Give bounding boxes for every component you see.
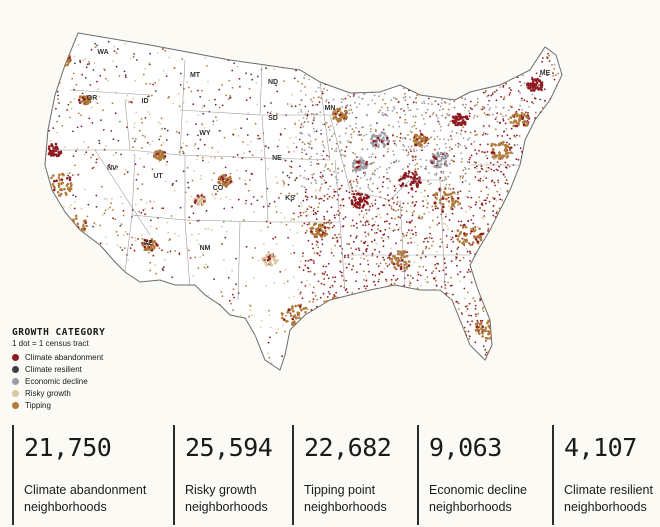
state-label-wy: WY	[199, 130, 211, 137]
legend-item-label: Tipping	[25, 400, 51, 410]
stat-value: 22,682	[304, 433, 392, 462]
us-dot-map: WA OR ID MT WY ND MN SD NE NV UT CO AZ NM KS ME	[44, 32, 563, 371]
stat-label-line2: neighborhoods	[24, 500, 107, 514]
stat-label: Tipping point neighborhoods	[304, 482, 416, 516]
legend-swatch	[12, 401, 19, 409]
stat-value: 4,107	[564, 433, 637, 462]
state-label-nm: NM	[200, 245, 211, 252]
stat-label-line2: neighborhoods	[304, 500, 387, 514]
legend-item-label: Climate resilient	[25, 364, 82, 374]
state-label-co: CO	[213, 185, 224, 192]
legend-item-climate-abandonment: Climate abandonment	[12, 351, 105, 363]
state-label-mn: MN	[325, 105, 336, 112]
stat-label-line2: neighborhoods	[429, 500, 512, 514]
stat-value: 25,594	[185, 433, 273, 462]
legend-item-label: Risky growth	[25, 388, 71, 398]
legend-item-label: Economic decline	[25, 376, 88, 386]
stat-climate-abandonment: 21,750 Climate abandonment neighborhoods	[12, 425, 172, 525]
state-label-me: ME	[540, 70, 551, 77]
legend-item-risky-growth: Risky growth	[12, 387, 105, 399]
legend-subtitle: 1 dot = 1 census tract	[12, 339, 89, 348]
stat-label-line2: neighborhoods	[185, 500, 268, 514]
state-label-nd: ND	[268, 79, 278, 86]
stat-label: Climate abandonment neighborhoods	[24, 482, 172, 516]
legend-item-label: Climate abandonment	[25, 352, 104, 362]
stat-label-line1: Risky growth	[185, 483, 257, 497]
legend-swatch	[12, 389, 19, 397]
state-label-az: AZ	[143, 240, 153, 247]
state-label-wa: WA	[97, 49, 108, 56]
stat-label-line1: Climate abandonment	[24, 483, 147, 497]
state-label-nv: NV	[107, 165, 117, 172]
stat-label-line1: Economic decline	[429, 483, 527, 497]
stat-label: Climate resilient neighborhoods	[564, 482, 658, 516]
legend-swatch	[12, 365, 19, 373]
state-label-ut: UT	[153, 173, 163, 180]
state-label-ks: KS	[285, 195, 295, 202]
stat-label-line2: neighborhoods	[564, 500, 647, 514]
stat-tipping-point: 22,682 Tipping point neighborhoods	[292, 425, 416, 525]
legend: GROWTH CATEGORY 1 dot = 1 census tract C…	[12, 327, 105, 411]
stat-value: 21,750	[24, 433, 112, 462]
us-outline	[44, 32, 563, 371]
stat-risky-growth: 25,594 Risky growth neighborhoods	[173, 425, 291, 525]
stat-label-line1: Tipping point	[304, 483, 376, 497]
state-label-sd: SD	[268, 115, 278, 122]
stat-climate-resilient: 4,107 Climate resilient neighborhoods	[552, 425, 658, 525]
legend-item-tipping: Tipping	[12, 399, 105, 411]
stat-economic-decline: 9,063 Economic decline neighborhoods	[417, 425, 551, 525]
legend-title: GROWTH CATEGORY	[12, 327, 106, 338]
legend-swatch	[12, 353, 19, 361]
stat-label: Economic decline neighborhoods	[429, 482, 551, 516]
state-label-mt: MT	[190, 72, 201, 79]
state-labels: WA OR ID MT WY ND MN SD NE NV UT CO AZ NM KS ME	[87, 49, 551, 252]
legend-swatch	[12, 377, 19, 385]
state-label-ne: NE	[272, 155, 282, 162]
stat-value: 9,063	[429, 433, 502, 462]
stats-row: 21,750 Climate abandonment neighborhoods…	[0, 425, 660, 527]
state-borders	[55, 59, 520, 301]
legend-item-climate-resilient: Climate resilient	[12, 363, 105, 375]
stat-label: Risky growth neighborhoods	[185, 482, 291, 516]
state-label-id: ID	[142, 98, 149, 105]
stat-label-line1: Climate resilient	[564, 483, 653, 497]
state-label-or: OR	[87, 95, 98, 102]
legend-item-economic-decline: Economic decline	[12, 375, 105, 387]
